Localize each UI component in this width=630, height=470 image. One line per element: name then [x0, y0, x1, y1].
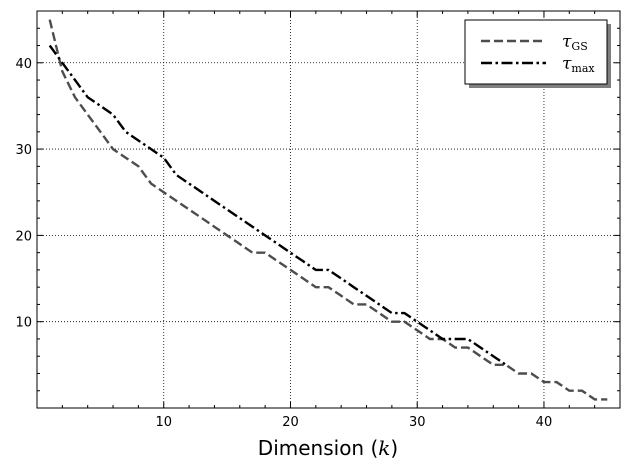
- legend-label-tau-gs-sub: GS: [571, 40, 587, 53]
- tick-labels: 10 20 30 40 10 20 30 40: [15, 57, 552, 430]
- x-axis-title-math: k: [378, 436, 390, 460]
- plot-frame: [36, 10, 621, 409]
- y-tick-label: 30: [15, 143, 32, 158]
- legend-label-tau-max-sub: max: [571, 62, 595, 75]
- legend-label-tau-max: τmax: [562, 54, 595, 75]
- legend-label-tau-gs-main: τ: [562, 32, 572, 52]
- series-line-tau-gs: [48, 19, 608, 401]
- x-tick-label: 20: [282, 415, 299, 430]
- x-tick-label: 10: [155, 415, 172, 430]
- y-tick-label: 40: [15, 57, 32, 72]
- legend-label-tau-max-main: τ: [562, 54, 572, 74]
- x-tick-label: 30: [409, 415, 426, 430]
- x-tick-label: 40: [536, 415, 553, 430]
- legend-label-tau-gs: τGS: [562, 32, 588, 53]
- x-axis-title-prefix: Dimension (: [258, 436, 378, 460]
- ticks: [37, 11, 620, 408]
- legend: τGS τmax: [464, 19, 611, 88]
- y-tick-label: 20: [15, 229, 32, 244]
- x-axis-title-suffix: ): [390, 436, 398, 460]
- y-tick-label: 10: [15, 316, 32, 331]
- x-axis-title: Dimension (k): [258, 436, 398, 460]
- series-layer: [48, 19, 608, 401]
- legend-box: [464, 19, 608, 85]
